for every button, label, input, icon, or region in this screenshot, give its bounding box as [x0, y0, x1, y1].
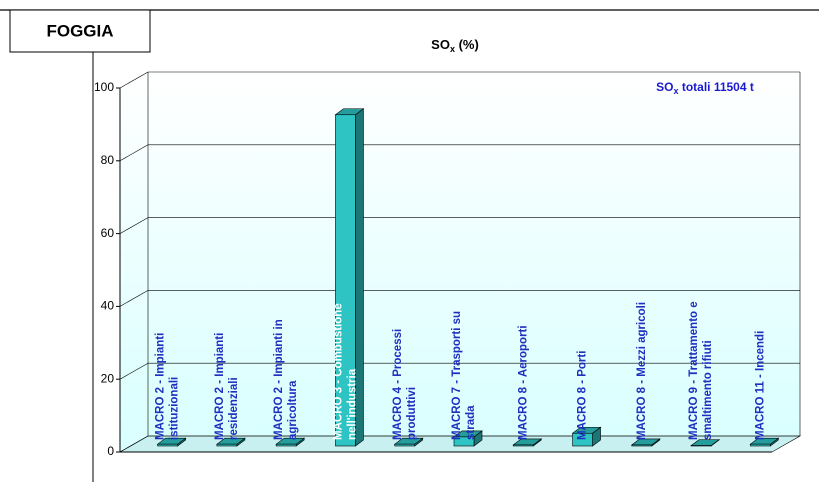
- bar: [630, 438, 661, 447]
- bar: [216, 437, 246, 447]
- category-label: MACRO 2 - Impianti: [214, 333, 226, 440]
- y-tick-label: 40: [101, 299, 115, 313]
- category-label: MACRO 11 - Incendi: [754, 331, 766, 440]
- category-label: MACRO 9 - Trattamento e: [688, 301, 700, 440]
- text-part: SO: [656, 80, 673, 94]
- title: SOx (%): [431, 37, 479, 54]
- category-label: MACRO 8 - Mezzi agricoli: [636, 302, 648, 440]
- grid-line: [119, 71, 149, 89]
- bar-front: [572, 432, 593, 447]
- bar-front: [453, 436, 475, 447]
- grid-line: [119, 435, 149, 453]
- category-label: nell'industria: [346, 368, 358, 440]
- category-label: MACRO 7 - Trasporti su: [451, 311, 463, 440]
- category-label: MACRO 2 - Impianti: [155, 333, 167, 440]
- y-tick-label: 100: [94, 80, 114, 94]
- category-label: strada: [465, 405, 477, 440]
- category-label: produttivi: [406, 387, 418, 440]
- grid-line: [119, 217, 149, 234]
- plot-area: [120, 72, 800, 452]
- bar: [512, 438, 543, 447]
- header: FOGGIA: [46, 21, 113, 40]
- bar: [275, 437, 306, 447]
- subscript: x: [450, 44, 455, 54]
- category-label: MACRO 8 - Porti: [577, 351, 589, 440]
- bar-front: [394, 443, 416, 447]
- text-part: (%): [455, 37, 479, 52]
- text-part: totali 11504 t: [678, 80, 753, 94]
- bar-front: [512, 444, 534, 447]
- grid-line: [119, 362, 149, 380]
- bar-front: [750, 443, 771, 447]
- subscript: x: [673, 86, 678, 96]
- bar: [334, 108, 365, 447]
- category-label: smaltimento rifiuti: [702, 340, 714, 440]
- grid-line: [119, 290, 149, 307]
- bar: [393, 437, 424, 447]
- header-box: [9, 9, 151, 53]
- bar: [453, 430, 483, 447]
- bar-front: [157, 443, 178, 447]
- bar-front: [275, 443, 297, 447]
- bar: [571, 426, 602, 447]
- bar: [749, 437, 780, 447]
- category-label: agricoltura: [287, 380, 299, 440]
- category-label: MACRO 3 - Combustione: [332, 303, 344, 440]
- bar-front: [631, 444, 653, 447]
- category-label: MACRO 8 - Aeroporti: [517, 325, 529, 440]
- bar: [690, 439, 720, 447]
- bar-front: [335, 114, 356, 447]
- y-tick-label: 80: [101, 153, 115, 167]
- y-tick-label: 20: [101, 371, 115, 385]
- y-tick-label: 60: [101, 226, 115, 240]
- bar: [156, 437, 187, 447]
- bar-front: [216, 443, 238, 447]
- annotation: SOx totali 11504 t: [656, 80, 754, 96]
- category-label: MACRO 2 - Impianti in: [273, 319, 285, 440]
- category-label: istituzionali: [169, 377, 181, 440]
- category-label: MACRO 4 - Processi: [392, 329, 404, 440]
- grid-line: [119, 144, 149, 162]
- category-label: residenziali: [228, 377, 240, 440]
- text-part: SO: [431, 37, 450, 52]
- y-tick-label: 0: [107, 444, 114, 458]
